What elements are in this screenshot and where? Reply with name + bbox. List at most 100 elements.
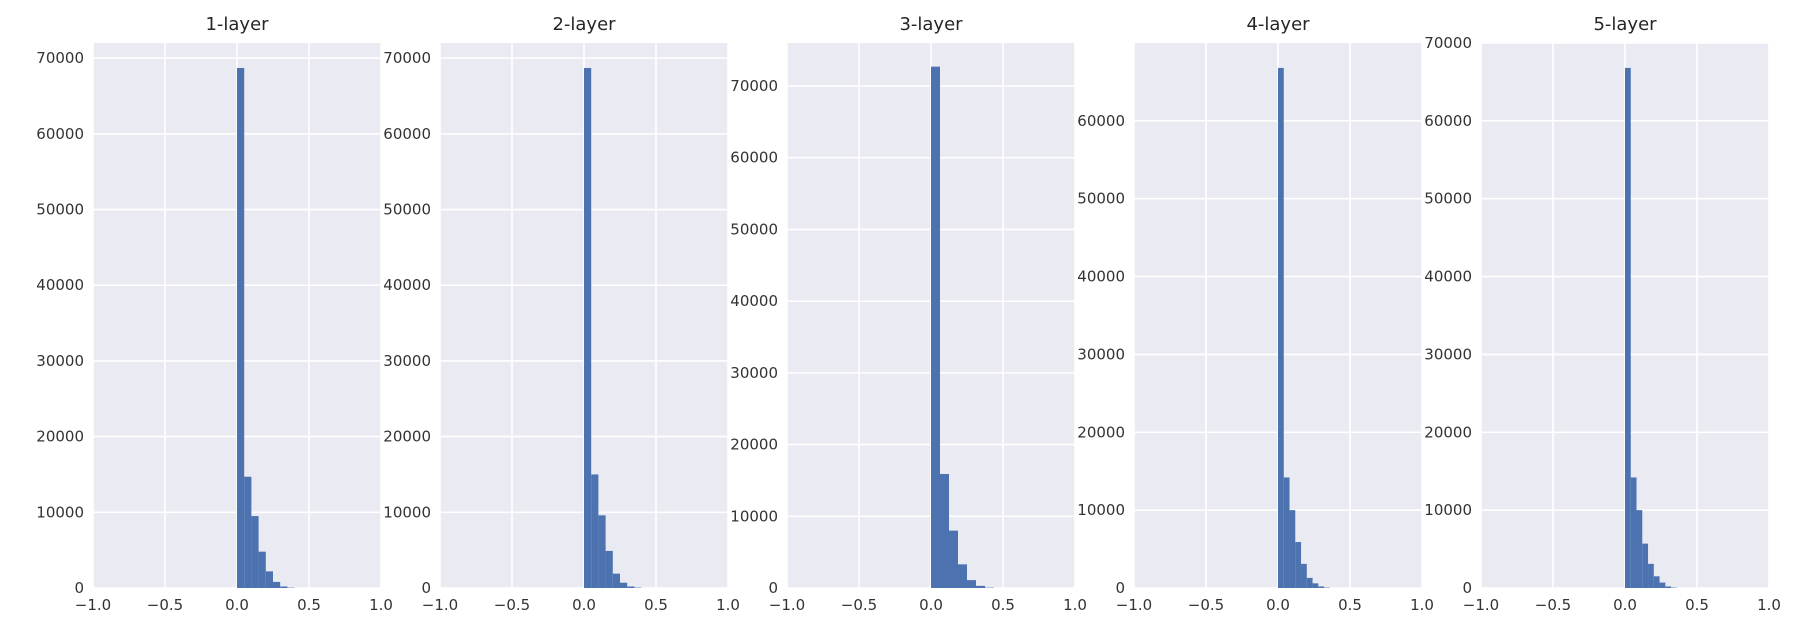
y-tick-label: 50000	[1077, 190, 1125, 208]
x-tick-label: 0.5	[1685, 596, 1709, 614]
histogram-bar	[251, 516, 259, 588]
x-tick-label: 0.0	[572, 596, 596, 614]
y-tick-label: 0	[1115, 579, 1125, 597]
x-tick-label: −1.0	[75, 596, 111, 614]
histogram-bar	[273, 581, 281, 588]
y-tick-label: 60000	[383, 125, 431, 143]
y-tick-label: 30000	[1077, 345, 1125, 363]
y-tick-label: 70000	[1424, 34, 1472, 52]
x-tick-label: −0.5	[494, 596, 530, 614]
y-tick-label: 10000	[1424, 501, 1472, 519]
histogram-bar	[940, 473, 949, 588]
y-tick-label: 30000	[730, 364, 778, 382]
histogram-bar	[244, 476, 252, 588]
y-tick-label: 30000	[1424, 345, 1472, 363]
histogram-bar	[1653, 576, 1660, 588]
histogram-bar	[1312, 583, 1319, 588]
histogram-bar	[1630, 477, 1637, 588]
histogram-panel-1: −1.0 −0.5 0.0 0.5 1.0 0 10000 20000 30000 40000 50…	[36, 14, 393, 614]
histogram-bar	[1318, 586, 1325, 588]
y-tick-label: 70000	[383, 49, 431, 67]
histogram-bar	[584, 67, 592, 588]
y-tick-label: 60000	[1077, 112, 1125, 130]
y-tick-label: 70000	[730, 77, 778, 95]
histogram-panel-2: −1.0 −0.5 0.0 0.5 1.0 0 10000 20000 30000 40000 50…	[383, 14, 740, 614]
y-tick-label: 60000	[1424, 112, 1472, 130]
x-tick-label: 0.0	[225, 596, 249, 614]
histogram-bar	[1625, 67, 1631, 588]
x-tick-label: 0.5	[644, 596, 668, 614]
histogram-bar	[1278, 67, 1284, 588]
histogram-panel-4: −1.0 −0.5 0.0 0.5 1.0 0 10000 20000 30000 40000 50…	[1077, 14, 1434, 614]
x-tick-label: 0.0	[919, 596, 943, 614]
histogram-bar	[258, 551, 266, 588]
y-tick-label: 40000	[1424, 268, 1472, 286]
y-tick-label: 20000	[383, 428, 431, 446]
x-tick-label: 0.5	[991, 596, 1015, 614]
histogram-bar	[967, 580, 976, 588]
histogram-panel-3: −1.0 −0.5 0.0 0.5 1.0 0 10000 20000 30000 40000 50…	[730, 14, 1087, 614]
chart-title: 4-layer	[1246, 14, 1310, 35]
x-tick-label: −0.5	[147, 596, 183, 614]
y-tick-label: 50000	[383, 201, 431, 219]
histogram-bar	[280, 586, 288, 588]
histogram-bar	[1665, 586, 1672, 588]
x-tick-label: −0.5	[1535, 596, 1571, 614]
y-tick-label: 20000	[730, 436, 778, 454]
chart-title: 5-layer	[1593, 14, 1657, 35]
chart-title: 2-layer	[552, 14, 616, 35]
x-tick-label: −1.0	[1116, 596, 1152, 614]
histogram-bar	[976, 585, 985, 588]
histogram-panel-5: −1.0 −0.5 0.0 0.5 1.0 0 10000 20000 30000 40000 50…	[1424, 14, 1781, 614]
y-tick-label: 70000	[36, 49, 84, 67]
x-tick-label: −1.0	[769, 596, 805, 614]
y-tick-label: 20000	[1077, 423, 1125, 441]
histogram-bar	[1659, 582, 1666, 588]
y-tick-label: 60000	[730, 149, 778, 167]
y-tick-label: 10000	[1077, 501, 1125, 519]
histogram-bar	[237, 67, 245, 588]
y-tick-label: 50000	[1424, 190, 1472, 208]
histogram-bar	[605, 550, 613, 588]
histogram-bar	[958, 564, 967, 588]
x-tick-label: −0.5	[1188, 596, 1224, 614]
y-tick-label: 50000	[730, 220, 778, 238]
histogram-bar	[627, 586, 635, 588]
x-tick-label: 1.0	[1063, 596, 1087, 614]
y-tick-label: 0	[74, 579, 84, 597]
y-tick-label: 40000	[1077, 268, 1125, 286]
y-tick-label: 20000	[1424, 423, 1472, 441]
y-tick-label: 0	[421, 579, 431, 597]
y-tick-label: 30000	[36, 352, 84, 370]
x-tick-label: 1.0	[1410, 596, 1434, 614]
x-tick-label: 1.0	[369, 596, 393, 614]
x-tick-label: 0.0	[1266, 596, 1290, 614]
histogram-bar	[931, 66, 940, 588]
y-tick-label: 40000	[36, 276, 84, 294]
x-tick-label: 0.5	[1338, 596, 1362, 614]
histogram-bar	[1636, 510, 1643, 588]
histogram-bar	[620, 582, 628, 588]
histogram-bar	[612, 573, 620, 588]
x-tick-label: 1.0	[716, 596, 740, 614]
x-tick-label: 0.5	[297, 596, 321, 614]
histogram-bar	[1289, 510, 1296, 588]
histogram-bar	[598, 515, 606, 588]
histogram-bar	[1295, 542, 1302, 588]
histogram-bar	[591, 474, 599, 588]
y-tick-label: 30000	[383, 352, 431, 370]
histogram-bar	[1642, 543, 1649, 588]
histogram-bar	[1306, 577, 1313, 588]
x-tick-label: −0.5	[841, 596, 877, 614]
histogram-bar	[949, 530, 958, 588]
x-tick-label: 0.0	[1613, 596, 1637, 614]
histogram-bar	[1283, 477, 1290, 588]
x-tick-label: −1.0	[422, 596, 458, 614]
histogram-bar	[1301, 563, 1307, 588]
y-tick-label: 0	[1462, 579, 1472, 597]
y-tick-label: 0	[768, 579, 778, 597]
x-tick-label: −1.0	[1463, 596, 1499, 614]
y-tick-label: 10000	[730, 507, 778, 525]
y-tick-label: 50000	[36, 201, 84, 219]
